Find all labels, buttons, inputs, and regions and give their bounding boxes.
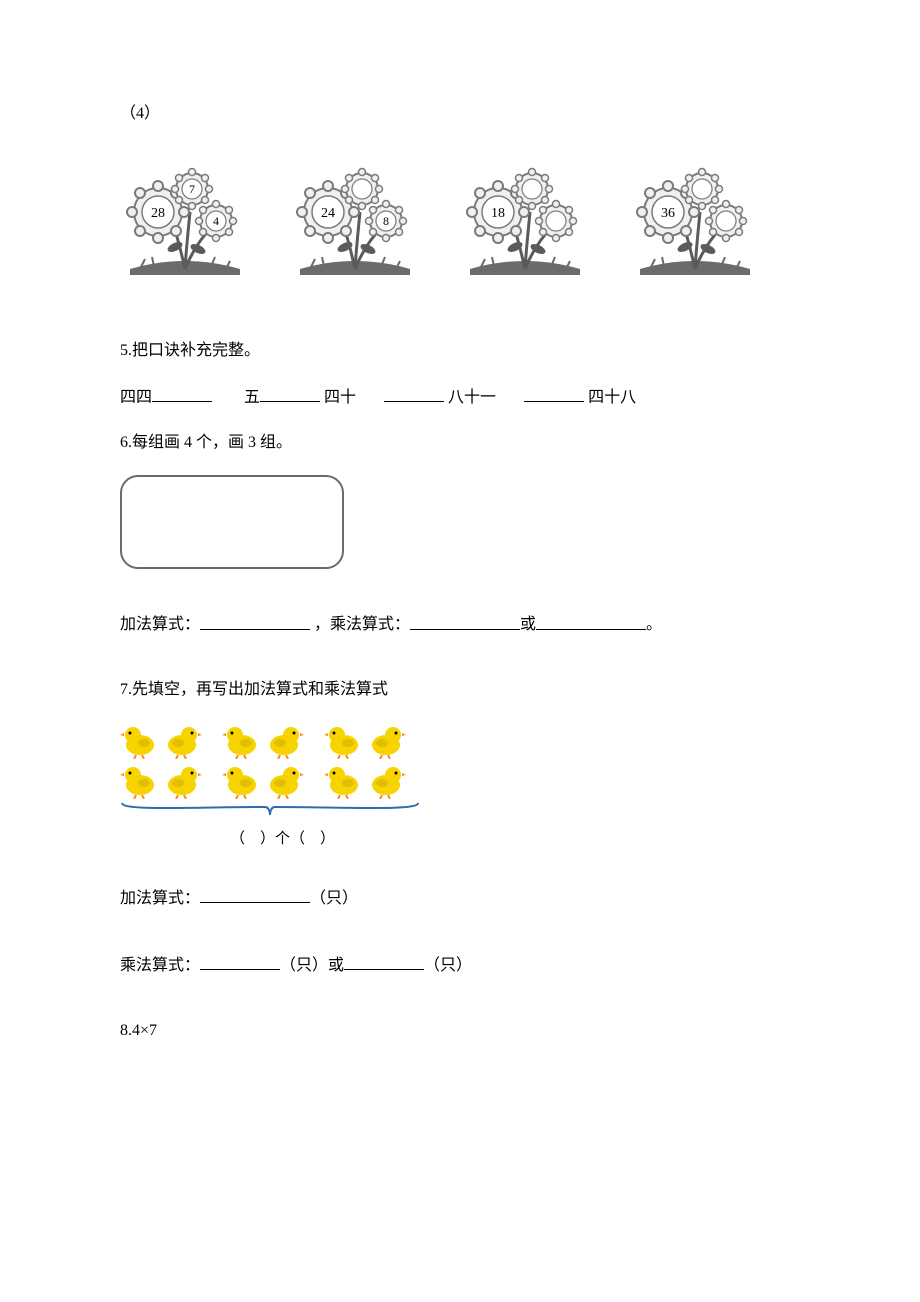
q8-text: 8.4×7 <box>120 1017 800 1046</box>
q7-unit-1: （只） <box>310 890 358 907</box>
q6-mul-blank-2[interactable] <box>536 609 646 629</box>
q6-answer-line: 加法算式： ，乘法算式： 或 。 <box>120 609 800 640</box>
q5-p2-prefix: 五 <box>244 389 260 406</box>
flower-3: 18 <box>460 157 590 277</box>
q5-p3-suffix: 八十一 <box>444 389 496 406</box>
q4-label: （4） <box>120 100 800 129</box>
q6-add-blank[interactable] <box>200 609 310 629</box>
duck-group-3 <box>324 721 406 799</box>
q5-p4-suffix: 四十八 <box>584 389 636 406</box>
q7-add-blank[interactable] <box>200 883 310 903</box>
q6-add-label: 加法算式： <box>120 617 200 634</box>
q7-mul-blank-2[interactable] <box>344 950 424 970</box>
q7-mul-line: 乘法算式： （只）或 （只） <box>120 950 800 981</box>
flower-4: 36 <box>630 157 760 277</box>
duck-group-1 <box>120 721 202 799</box>
svg-text:4: 4 <box>213 214 219 228</box>
q6-period: 。 <box>646 617 662 634</box>
q5-blank-1[interactable] <box>152 382 212 402</box>
q7-mul-label: 乘法算式： <box>120 957 200 974</box>
svg-text:36: 36 <box>661 206 675 221</box>
q7-text: 7.先填空，再写出加法算式和乘法算式 <box>120 676 800 705</box>
svg-text:8: 8 <box>383 214 389 228</box>
q7-add-label: 加法算式： <box>120 890 200 907</box>
ducks-row <box>120 721 800 799</box>
q6-draw-box[interactable] <box>120 475 344 569</box>
flower-top: 7 <box>172 168 213 209</box>
duck-group-2 <box>222 721 304 799</box>
q6-mul-label: ，乘法算式： <box>314 617 410 634</box>
duck-icon <box>162 761 202 799</box>
q7-or-label: （只）或 <box>280 957 344 974</box>
svg-text:7: 7 <box>189 182 195 196</box>
q5-p1-prefix: 四四 <box>120 389 152 406</box>
flower-right: 4 <box>196 200 237 241</box>
q5-blank-3[interactable] <box>384 382 444 402</box>
q7-add-line: 加法算式： （只） <box>120 883 800 914</box>
duck-icon <box>162 721 202 759</box>
duck-icon <box>120 721 160 759</box>
q6-text: 6.每组画 4 个，画 3 组。 <box>120 429 800 458</box>
duck-icon <box>120 761 160 799</box>
q5-p2-suffix: 四十 <box>320 389 356 406</box>
svg-text:28: 28 <box>151 206 165 221</box>
brace-label: （ ）个（ ） <box>230 826 800 853</box>
flower-1: 28 7 4 <box>120 157 250 277</box>
svg-text:18: 18 <box>491 206 505 221</box>
q5-blanks: 四四 五 四十 八十一 四十八 <box>120 382 800 413</box>
q5-blank-4[interactable] <box>524 382 584 402</box>
q5-blank-2[interactable] <box>260 382 320 402</box>
flower-2: 24 8 <box>290 157 420 277</box>
q6-or: 或 <box>520 617 536 634</box>
svg-text:24: 24 <box>321 206 335 221</box>
flowers-row: 28 7 4 <box>120 157 800 277</box>
q6-mul-blank-1[interactable] <box>410 609 520 629</box>
q5-text: 5.把口诀补充完整。 <box>120 337 800 366</box>
q7-unit-2: （只） <box>424 957 472 974</box>
q7-mul-blank-1[interactable] <box>200 950 280 970</box>
